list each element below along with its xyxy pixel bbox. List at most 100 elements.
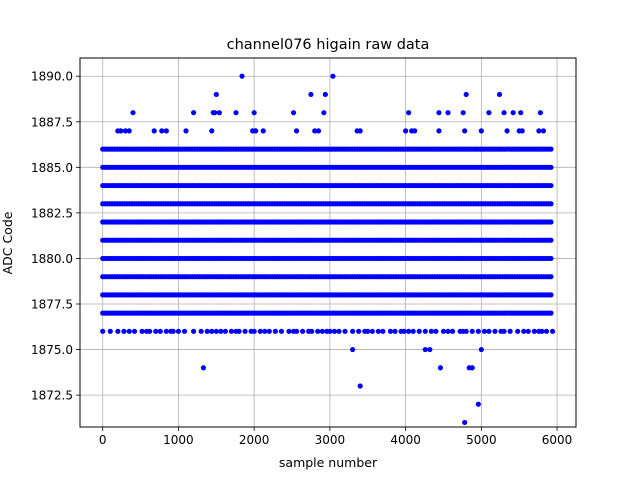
data-point: [463, 91, 469, 98]
data-point: [410, 328, 416, 334]
data-point: [130, 110, 136, 116]
data-point: [278, 328, 285, 334]
data-point: [213, 328, 219, 334]
data-point: [251, 110, 257, 116]
data-point: [540, 128, 547, 134]
data-point: [481, 328, 487, 334]
data-point: [293, 328, 300, 334]
data-point: [153, 328, 159, 334]
x-tick-label: 4000: [390, 433, 421, 447]
data-point: [548, 310, 554, 316]
y-tick-label: 1872.5: [31, 389, 73, 403]
data-point: [350, 328, 356, 334]
data-point: [548, 201, 554, 207]
y-tick-label: 1882.5: [31, 206, 73, 220]
data-point: [412, 128, 418, 134]
data-point: [492, 328, 498, 334]
data-point: [369, 328, 375, 334]
data-point: [462, 419, 468, 426]
data-point: [525, 328, 531, 334]
data-point: [198, 328, 204, 334]
data-point: [401, 328, 407, 334]
data-point: [209, 128, 215, 134]
data-point: [190, 110, 197, 116]
data-point: [260, 128, 266, 134]
data-point: [139, 328, 145, 334]
x-tick-label: 2000: [239, 433, 270, 447]
data-point: [181, 328, 188, 334]
data-point: [387, 328, 394, 334]
data-point: [422, 346, 428, 353]
x-tick-label: 1000: [163, 433, 194, 447]
x-tick-label: 5000: [466, 433, 497, 447]
data-point: [228, 328, 235, 334]
data-point: [548, 255, 554, 262]
data-point: [308, 91, 314, 98]
x-tick-label: 3000: [315, 433, 346, 447]
data-point: [121, 328, 127, 334]
chart-title: channel076 higain raw data: [227, 37, 430, 53]
data-point: [501, 328, 507, 334]
data-point: [537, 110, 544, 116]
data-point: [539, 328, 545, 334]
data-point: [239, 73, 245, 79]
data-point: [300, 328, 306, 334]
data-point: [486, 328, 492, 334]
data-point: [266, 328, 272, 334]
data-point: [257, 328, 263, 334]
data-point: [315, 128, 322, 134]
data-point: [216, 110, 222, 116]
data-point: [469, 365, 475, 371]
data-point: [496, 91, 503, 98]
data-point: [204, 328, 210, 334]
x-axis-label: sample number: [279, 455, 378, 470]
data-point: [236, 328, 242, 334]
data-point: [151, 128, 157, 134]
data-point: [422, 328, 428, 334]
data-point: [212, 110, 218, 116]
data-point: [475, 328, 481, 334]
data-point: [469, 328, 475, 334]
data-point: [218, 328, 224, 334]
data-point: [433, 328, 439, 334]
data-point: [406, 110, 412, 116]
data-point: [190, 328, 197, 334]
data-point: [406, 328, 412, 334]
data-point: [403, 128, 409, 134]
y-tick-label: 1875.0: [31, 343, 73, 357]
data-point: [548, 219, 554, 225]
x-tick-label: 6000: [542, 433, 573, 447]
data-point: [350, 346, 356, 353]
data-point: [309, 328, 315, 334]
data-point: [375, 328, 381, 334]
data-point: [200, 365, 207, 371]
data-point: [131, 328, 138, 334]
data-point: [322, 91, 328, 98]
data-point: [312, 128, 318, 134]
y-axis-label: ADC Code: [0, 211, 15, 274]
data-point: [380, 328, 386, 334]
data-point: [321, 110, 327, 116]
data-point: [507, 328, 513, 334]
data-point: [486, 110, 492, 116]
data-point: [213, 91, 219, 98]
data-point: [157, 328, 163, 334]
x-axis-ticks: 0 1000 2000 3000 4000 5000 6000: [99, 427, 572, 447]
data-point: [209, 328, 215, 334]
data-point: [510, 110, 516, 116]
data-point: [531, 328, 537, 334]
data-point: [100, 328, 106, 334]
data-point: [521, 328, 527, 334]
data-point: [445, 110, 451, 116]
y-tick-label: 1880.0: [31, 252, 73, 266]
data-point: [336, 328, 342, 334]
data-point: [175, 328, 182, 334]
data-point: [440, 328, 447, 334]
data-point: [462, 128, 468, 134]
y-axis-ticks: 1872.5 1875.0 1877.5 1880.0 1882.5 1885.0 1887…: [31, 70, 80, 403]
data-point: [126, 128, 132, 134]
data-point: [478, 128, 484, 134]
data-point: [501, 110, 507, 116]
